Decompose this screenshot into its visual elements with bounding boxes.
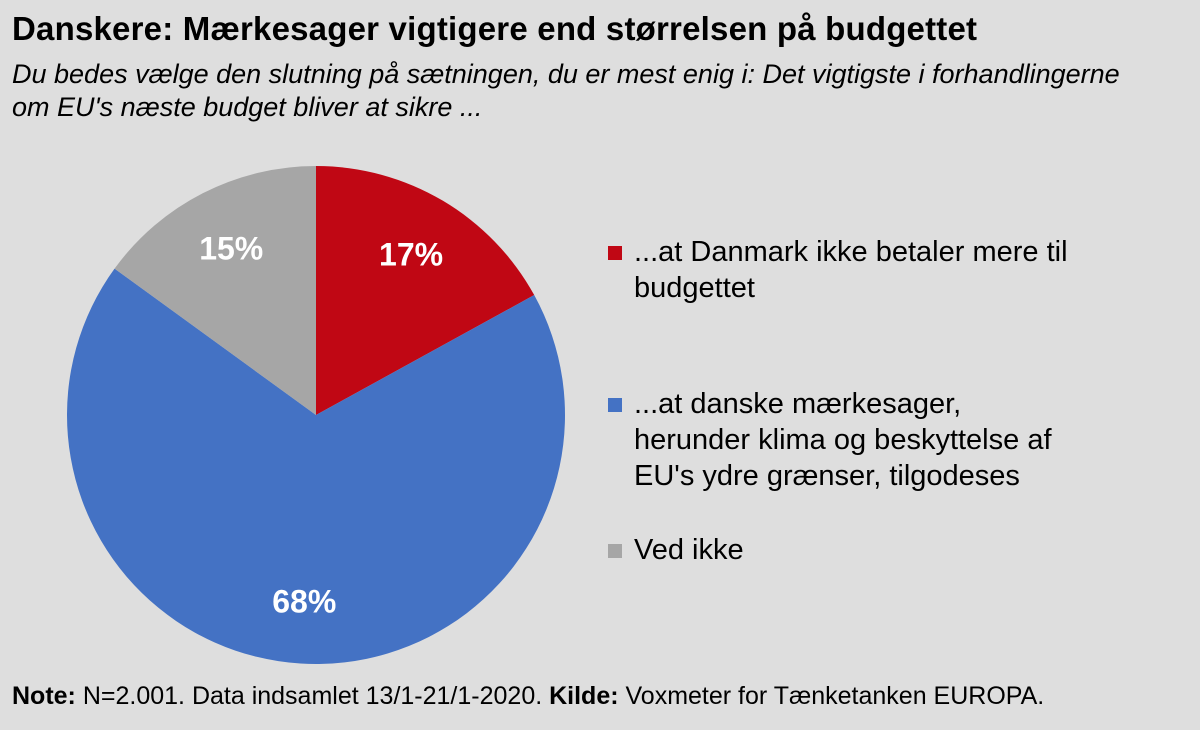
pie-label-68: 68% — [272, 583, 336, 619]
pie-slice-denmark-pays-less — [316, 166, 535, 415]
legend-item-dont-know: Ved ikke — [608, 532, 1078, 568]
source-label: Kilde: — [549, 682, 619, 710]
footer-note: Note: N=2.001. Data indsamlet 13/1-21/1-… — [12, 682, 1044, 711]
chart-title: Danskere: Mærkesager vigtigere end størr… — [12, 10, 978, 47]
legend-swatch-gray — [608, 544, 622, 558]
legend-label: ...at danske mærkesager, herunder klima … — [634, 388, 1052, 492]
source-text: Voxmeter for Tænketanken EUROPA. — [618, 682, 1045, 710]
legend-label: Ved ikke — [634, 534, 744, 566]
legend-swatch-blue — [608, 398, 622, 412]
pie-slice-danish-priorities — [67, 268, 565, 664]
note-label: Note: — [12, 682, 76, 710]
legend-item-danish-priorities: ...at danske mærkesager, herunder klima … — [608, 386, 1078, 494]
chart-subtitle: Du bedes vælge den slutning på sætningen… — [12, 59, 1120, 122]
pie-slice-dont-know — [114, 166, 316, 415]
pie-label-15: 15% — [199, 231, 263, 267]
legend-item-denmark-pays-less: ...at Danmark ikke betaler mere til budg… — [608, 234, 1078, 306]
note-text: N=2.001. Data indsamlet 13/1-21/1-2020. — [75, 682, 550, 710]
legend-label: ...at Danmark ikke betaler mere til budg… — [634, 236, 1068, 304]
pie-label-17: 17% — [379, 236, 443, 272]
legend-swatch-red — [608, 246, 622, 260]
